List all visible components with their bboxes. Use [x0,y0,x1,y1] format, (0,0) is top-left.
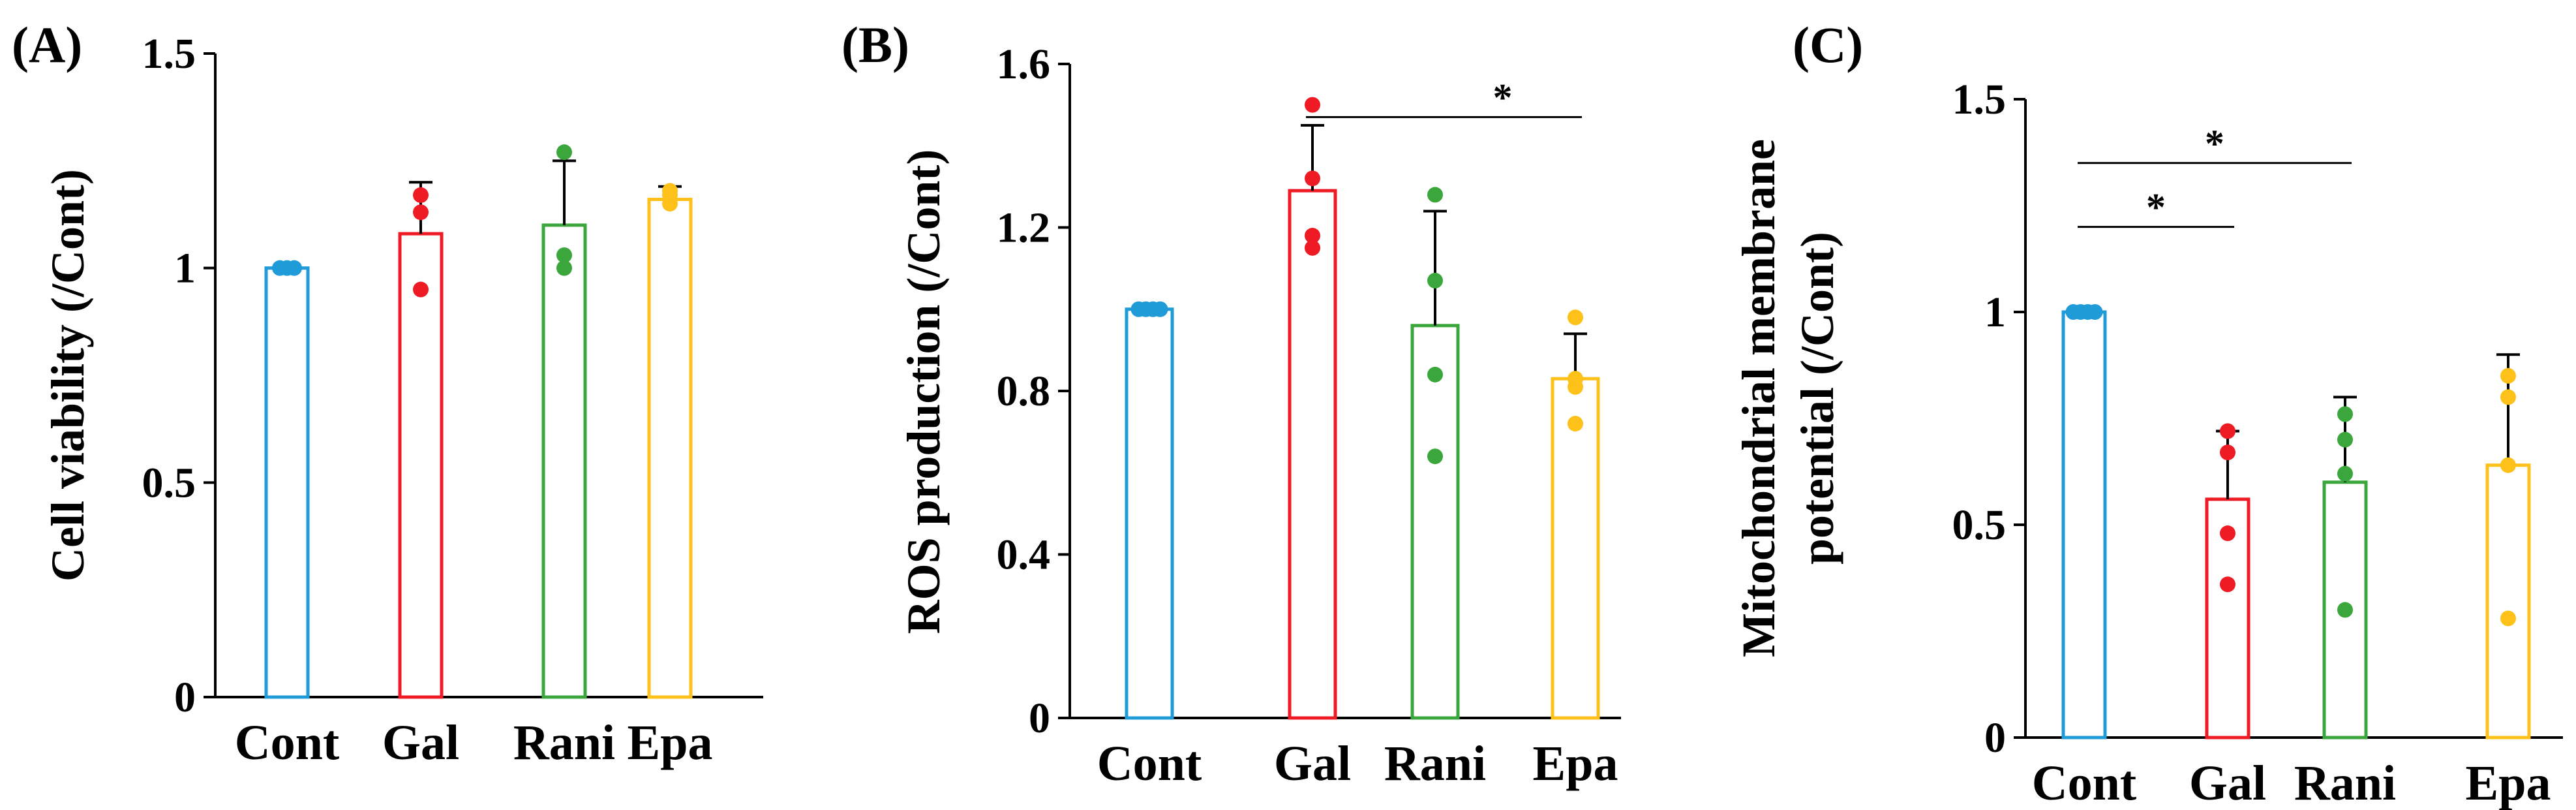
bar-epa [647,197,693,699]
x-category-label: Rani [1384,736,1486,791]
data-point-gal [2220,444,2235,461]
panel-label: (B) [841,16,909,73]
x-category-label: Gal [1274,736,1351,791]
bar-rani [541,223,587,699]
x-category-label: Cont [2032,756,2136,810]
y-axis-title-line: Mitochondrial membrane [1733,139,1785,657]
bar-epa [2485,463,2531,740]
y-tick-label: 1.2 [997,204,1051,252]
data-point-gal [1305,240,1320,256]
bar-cont [1125,307,1174,720]
data-point-gal [2220,525,2235,542]
y-tick-label: 1.6 [997,40,1051,88]
y-tick-label: 0 [1029,694,1050,742]
data-point-gal [413,281,429,298]
data-point-gal [413,204,429,221]
panel-label: (A) [12,16,82,73]
y-axis-title: ROS production (/Cont) [898,149,950,634]
data-point-cont [1152,301,1168,317]
data-point-epa [2500,389,2516,405]
panel-c: (C) Mitochondrial membrane potential (/Con… [1733,16,2563,810]
data-point-gal [2220,576,2235,593]
panel-b: (B) ROS production (/Cont) 0 0.4 0.8 1.2 1.6 Co… [841,16,1621,791]
x-category-label: Rani [2294,756,2396,810]
data-point-epa [1568,309,1583,326]
data-point-rani [556,260,572,276]
y-tick-label: 0.4 [997,531,1051,579]
y-axis-title-line: potential (/Cont) [1791,232,1843,565]
data-point-epa [2500,610,2516,627]
y-axis-title: Cell viability (/Cont) [42,169,94,582]
bar-cont [264,266,310,699]
x-category-label: Epa [628,715,713,770]
x-category-label: Gal [2189,756,2266,810]
y-tick-label: 1.5 [142,30,196,78]
data-point-rani [556,247,572,263]
data-point-epa [1568,416,1583,432]
data-point-cont [2087,304,2103,320]
data-point-gal [1305,97,1320,113]
data-point-rani [2337,406,2353,422]
data-point-rani [2337,431,2353,448]
significance-star: * [2205,122,2224,165]
bar-gal [398,232,444,699]
data-point-rani [556,144,572,161]
panel-label: (C) [1793,16,1863,73]
bar-rani [1410,324,1460,720]
data-point-gal [1305,228,1320,244]
data-point-epa [1568,371,1583,387]
x-category-label: Epa [2466,756,2551,810]
data-point-cont [286,260,302,276]
bar-gal [1288,189,1337,720]
data-point-epa [2500,367,2516,384]
y-tick-label: 0 [1984,714,2006,762]
x-category-label: Gal [382,715,459,770]
data-point-rani [2337,465,2353,482]
x-category-label: Cont [235,715,339,770]
data-point-gal [1305,170,1320,187]
data-point-rani [2337,602,2353,618]
y-tick-label: 0.5 [1952,501,2007,549]
x-category-label: Rani [513,715,615,770]
y-tick-label: 0.5 [142,459,196,506]
significance-star: * [2146,186,2166,229]
x-category-label: Cont [1097,736,1202,791]
data-point-rani [1427,187,1443,203]
data-point-rani [1427,448,1443,465]
data-point-gal [2220,423,2235,439]
significance-star: * [1493,76,1513,119]
data-point-rani [1427,366,1443,382]
y-tick-label: 1 [1984,288,2006,336]
y-tick-label: 1.5 [1952,76,2007,123]
x-category-label: Epa [1533,736,1618,791]
data-point-epa [662,183,678,199]
data-point-rani [1427,272,1443,288]
data-point-gal [413,187,429,203]
panel-a: (A) Cell viability (/Cont) 0 0.5 1 1.5 Cont Gal… [12,16,763,770]
y-tick-label: 0.8 [997,367,1051,415]
y-tick-label: 0 [174,674,196,721]
bar-cont [2061,310,2107,740]
y-tick-label: 1 [174,245,196,292]
data-point-epa [2500,457,2516,473]
